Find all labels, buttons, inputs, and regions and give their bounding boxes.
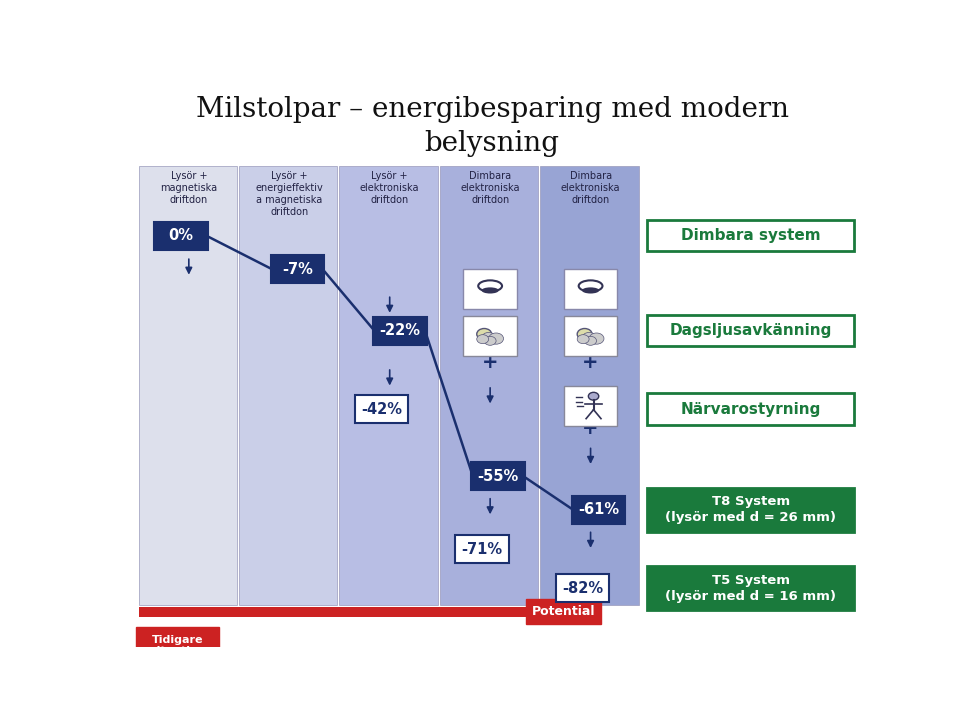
Text: Dimbara
elektroniska
driftdon: Dimbara elektroniska driftdon <box>461 172 520 205</box>
Text: -55%: -55% <box>477 469 518 483</box>
Text: +: + <box>583 419 599 438</box>
FancyBboxPatch shape <box>564 316 617 356</box>
Text: -22%: -22% <box>379 324 420 338</box>
FancyBboxPatch shape <box>464 316 516 356</box>
Text: T5 System
(lysör med d = 16 mm): T5 System (lysör med d = 16 mm) <box>665 574 836 603</box>
FancyBboxPatch shape <box>556 574 610 602</box>
FancyBboxPatch shape <box>647 315 854 347</box>
Text: Dimbara system: Dimbara system <box>681 228 821 243</box>
Text: -82%: -82% <box>562 581 603 595</box>
FancyBboxPatch shape <box>239 166 337 605</box>
FancyBboxPatch shape <box>540 166 638 605</box>
FancyBboxPatch shape <box>271 255 324 284</box>
Circle shape <box>577 329 592 340</box>
Text: Lysör +
magnetiska
driftdon: Lysör + magnetiska driftdon <box>160 172 217 205</box>
FancyBboxPatch shape <box>647 488 854 531</box>
Text: Närvarostyrning: Närvarostyrning <box>681 401 821 417</box>
Text: +: + <box>482 353 498 372</box>
Text: -61%: -61% <box>578 502 619 518</box>
Text: Lysör +
energieffektiv
a magnetiska
driftdon: Lysör + energieffektiv a magnetiska drif… <box>255 172 324 217</box>
Circle shape <box>489 333 504 344</box>
Circle shape <box>585 337 596 345</box>
FancyBboxPatch shape <box>564 386 617 427</box>
Text: Potential: Potential <box>532 606 595 618</box>
FancyBboxPatch shape <box>455 535 509 563</box>
FancyBboxPatch shape <box>572 496 625 524</box>
Text: -42%: -42% <box>361 401 402 417</box>
Circle shape <box>477 334 489 344</box>
Text: Lysör +
elektroniska
driftdon: Lysör + elektroniska driftdon <box>360 172 420 205</box>
Text: +: + <box>583 353 599 372</box>
FancyBboxPatch shape <box>471 462 525 490</box>
FancyBboxPatch shape <box>138 607 599 616</box>
Text: -71%: -71% <box>462 542 503 557</box>
Text: T8 System
(lysör med d = 26 mm): T8 System (lysör med d = 26 mm) <box>665 495 836 524</box>
Text: Milstolpar – energibesparing med modern
belysning: Milstolpar – energibesparing med modern … <box>196 96 788 157</box>
FancyBboxPatch shape <box>526 600 601 624</box>
Ellipse shape <box>482 287 498 294</box>
Text: Dagsljusavkänning: Dagsljusavkänning <box>670 324 832 338</box>
FancyBboxPatch shape <box>564 268 617 309</box>
Text: 0%: 0% <box>168 228 193 243</box>
FancyBboxPatch shape <box>340 166 438 605</box>
Text: -7%: -7% <box>282 262 313 277</box>
Circle shape <box>583 332 596 342</box>
FancyBboxPatch shape <box>647 566 854 610</box>
FancyBboxPatch shape <box>464 268 516 309</box>
Circle shape <box>577 334 589 344</box>
FancyBboxPatch shape <box>647 393 854 425</box>
Circle shape <box>588 393 599 400</box>
FancyBboxPatch shape <box>372 317 426 345</box>
Circle shape <box>484 337 496 345</box>
FancyBboxPatch shape <box>440 166 539 605</box>
Circle shape <box>477 329 492 340</box>
FancyBboxPatch shape <box>154 222 207 249</box>
FancyBboxPatch shape <box>136 627 219 664</box>
Text: Tidigare
situation: Tidigare situation <box>150 635 205 656</box>
FancyBboxPatch shape <box>138 166 237 605</box>
Circle shape <box>589 333 604 344</box>
Text: Dimbara
elektroniska
driftdon: Dimbara elektroniska driftdon <box>561 172 620 205</box>
Circle shape <box>482 332 495 342</box>
FancyBboxPatch shape <box>355 395 408 423</box>
FancyBboxPatch shape <box>647 220 854 252</box>
Ellipse shape <box>582 287 599 294</box>
